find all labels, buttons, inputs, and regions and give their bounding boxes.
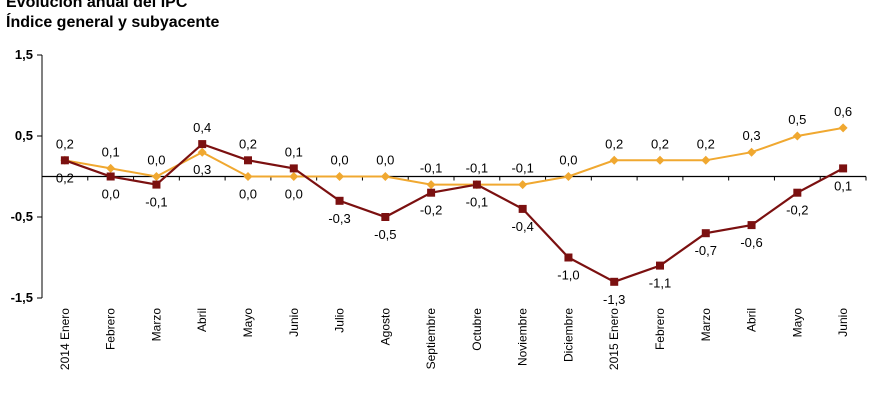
- data-label-general: -0,7: [695, 243, 717, 258]
- point-general: [289, 164, 298, 173]
- point-general: [60, 156, 69, 165]
- category-label: Noviembre: [516, 308, 530, 366]
- data-label-subyacente: 0,5: [788, 112, 806, 127]
- category-label: Junio: [836, 308, 850, 337]
- point-subyacente: [563, 172, 573, 181]
- data-label-general: -0,2: [420, 203, 442, 218]
- point-subyacente: [838, 123, 848, 133]
- point-subyacente: [518, 180, 528, 190]
- data-label-general: -0,3: [328, 211, 350, 226]
- category-label: Abril: [745, 308, 759, 332]
- data-label-general: -1,1: [649, 276, 671, 291]
- category-label: Junio: [287, 308, 301, 337]
- category-label: 2015 Enero: [607, 308, 621, 370]
- data-label-general: 0,2: [239, 136, 257, 151]
- point-subyacente: [197, 147, 207, 157]
- point-subyacente: [701, 155, 711, 165]
- category-label: Febrero: [653, 308, 667, 350]
- y-tick-label: -0,5: [11, 209, 33, 224]
- point-general: [381, 213, 390, 221]
- point-general: [839, 164, 848, 173]
- category-label: Mayo: [241, 308, 255, 338]
- chart-title: Evolución anual del IPC: [6, 0, 188, 11]
- category-label: Octubre: [470, 308, 484, 351]
- y-tick-label: -1,5: [11, 290, 33, 305]
- data-label-subyacente: 0,2: [697, 136, 715, 151]
- category-label: Marzo: [149, 308, 163, 342]
- data-label-general: 0,4: [193, 120, 211, 135]
- data-label-subyacente: 0,0: [559, 153, 577, 168]
- y-tick-label: 0,5: [15, 128, 33, 143]
- category-label: 2014 Enero: [58, 308, 72, 370]
- data-label-subyacente: -0,1: [466, 195, 488, 210]
- series-line-subyacente: [64, 126, 844, 186]
- point-subyacente: [792, 131, 802, 141]
- point-subyacente: [747, 147, 757, 157]
- data-label-subyacente: 0,0: [331, 153, 349, 168]
- data-label-general: -0,5: [374, 227, 396, 242]
- point-general: [701, 229, 710, 238]
- point-subyacente: [151, 172, 161, 181]
- data-label-subyacente: 0,0: [285, 187, 303, 202]
- data-label-general: 0,2: [56, 170, 74, 185]
- point-general: [106, 172, 115, 181]
- category-label: Mayo: [790, 308, 804, 338]
- point-general: [244, 156, 252, 165]
- category-label: Febrero: [104, 308, 118, 350]
- point-general: [610, 277, 619, 286]
- category-label: Julio: [333, 308, 347, 333]
- data-label-subyacente: -0,1: [511, 161, 533, 176]
- point-general: [564, 253, 573, 262]
- point-general: [518, 204, 527, 213]
- category-label: Abril: [195, 308, 209, 332]
- data-label-subyacente: 0,2: [56, 136, 74, 151]
- point-general: [427, 188, 436, 197]
- category-label: Agosto: [378, 308, 392, 346]
- point-general: [793, 188, 802, 197]
- chart-subtitle: Índice general y subyacente: [6, 14, 220, 31]
- data-label-general: -0,1: [466, 161, 488, 176]
- point-general: [656, 261, 664, 270]
- data-label-general: -0,2: [786, 203, 808, 218]
- point-general: [198, 140, 207, 149]
- data-label-subyacente: 0,1: [102, 144, 120, 159]
- data-label-general: 0,1: [834, 178, 852, 193]
- point-subyacente: [380, 172, 390, 181]
- data-label-general: -0,4: [511, 219, 533, 234]
- point-general: [472, 180, 481, 189]
- data-label-subyacente: 0,2: [605, 136, 623, 151]
- data-label-general: -0,1: [145, 195, 167, 210]
- point-subyacente: [335, 172, 345, 181]
- point-subyacente: [106, 163, 116, 173]
- data-label-subyacente: 0,2: [651, 136, 669, 151]
- point-general: [152, 180, 161, 189]
- data-label-subyacente: 0,6: [834, 104, 852, 119]
- y-tick-label: 1,5: [15, 47, 33, 62]
- point-subyacente: [243, 172, 253, 181]
- category-label: Septiembre: [424, 308, 438, 370]
- data-label-subyacente: 0,0: [147, 153, 165, 168]
- series-line-general: [64, 142, 844, 283]
- point-subyacente: [609, 155, 619, 165]
- data-label-subyacente: 0,3: [193, 162, 211, 177]
- data-label-subyacente: 0,0: [376, 153, 394, 168]
- data-label-subyacente: 0,3: [743, 128, 761, 143]
- data-label-general: 0,0: [102, 187, 120, 202]
- point-subyacente: [426, 180, 436, 190]
- point-subyacente: [655, 155, 665, 165]
- data-label-general: -0,6: [740, 235, 762, 250]
- point-subyacente: [289, 172, 299, 181]
- data-label-general: 0,1: [285, 144, 303, 159]
- category-label: Marzo: [699, 308, 713, 342]
- point-general: [747, 221, 756, 230]
- data-label-general: -1,3: [603, 292, 625, 307]
- data-label-subyacente: -0,1: [420, 161, 442, 176]
- category-label: Diciembre: [561, 308, 575, 362]
- data-label-general: -1,0: [557, 268, 579, 283]
- point-general: [335, 196, 344, 205]
- data-label-subyacente: 0,0: [239, 187, 257, 202]
